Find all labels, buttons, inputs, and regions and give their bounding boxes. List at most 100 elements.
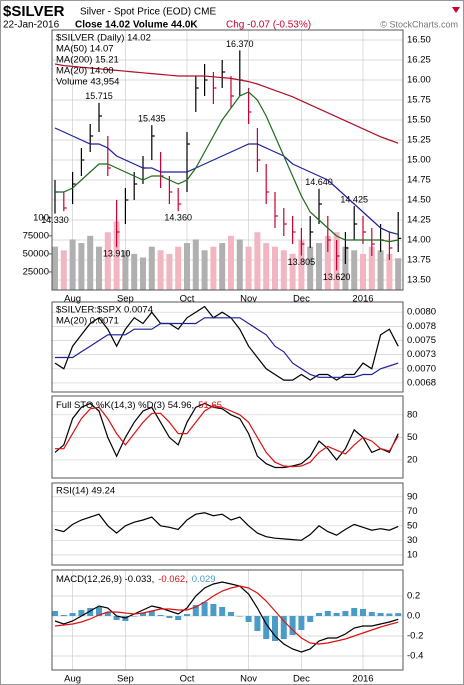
y-tick-label: 14.00 bbox=[407, 235, 431, 246]
bar bbox=[289, 253, 296, 290]
bar bbox=[113, 616, 120, 620]
legend-entry: MA(20) 0.0071 bbox=[56, 316, 119, 327]
low-label: 13.620 bbox=[323, 272, 351, 282]
panel-frame bbox=[51, 569, 404, 671]
bar bbox=[395, 613, 402, 616]
panel-frame bbox=[51, 395, 404, 479]
y-tick-label: 16.00 bbox=[407, 75, 431, 86]
y-tick-label: 14.50 bbox=[407, 195, 431, 206]
y-tick-label: 15.75 bbox=[407, 95, 431, 106]
bar bbox=[219, 607, 226, 616]
bar bbox=[324, 611, 331, 616]
change: Chg -0.07 (-0.53%) bbox=[226, 20, 311, 31]
legend-entry: 51.65 bbox=[198, 400, 222, 411]
bar bbox=[201, 250, 208, 290]
bar bbox=[245, 246, 252, 290]
line bbox=[55, 405, 399, 468]
bar bbox=[245, 616, 252, 622]
y-tick-label: 90 bbox=[407, 491, 418, 502]
x-tick-label: 2016 bbox=[352, 294, 373, 305]
y-tick-label: 0.0068 bbox=[407, 377, 436, 388]
bar bbox=[184, 243, 190, 290]
bar bbox=[96, 607, 102, 616]
bar bbox=[175, 616, 182, 620]
bar bbox=[140, 257, 146, 290]
legend-entry: MA(50) 14.07 bbox=[56, 44, 114, 55]
bar bbox=[228, 235, 234, 290]
x-tick-label: Sep bbox=[117, 294, 134, 305]
bar bbox=[333, 613, 340, 616]
legend-entry: $SILVER (Daily) 14.02 bbox=[56, 33, 151, 44]
x-tick-label: Aug bbox=[64, 294, 81, 305]
bar bbox=[69, 613, 76, 616]
legend-entry: $SILVER:$SPX 0.0074 bbox=[56, 305, 153, 316]
bar bbox=[131, 253, 138, 290]
high-label: 14.640 bbox=[305, 177, 333, 187]
chart-subtitle: Silver - Spot Price (EOD) CME bbox=[80, 7, 216, 18]
panel-frame bbox=[51, 29, 404, 291]
bar bbox=[360, 253, 366, 290]
bar bbox=[316, 243, 322, 290]
bar bbox=[395, 258, 402, 290]
low-label: 13.805 bbox=[288, 257, 316, 267]
legend-entry: MA(200) 15.21 bbox=[56, 55, 119, 66]
low-label: 14.330 bbox=[41, 215, 69, 225]
y-tick-label: -0.4 bbox=[407, 651, 423, 662]
y2-tick-label: 50000 bbox=[23, 248, 49, 259]
y-tick-label: 0.0075 bbox=[407, 335, 436, 346]
quote: Close 14.02 Volume 44.0K bbox=[75, 20, 198, 31]
bar bbox=[368, 246, 375, 290]
y-tick-label: 30 bbox=[407, 535, 418, 546]
bar bbox=[272, 616, 278, 641]
y-tick-label: 0.0 bbox=[407, 611, 420, 622]
y-tick-label: 10 bbox=[407, 549, 418, 560]
legend-entry: MACD(12,26,9) -0.033, bbox=[56, 574, 154, 585]
y-tick-label: 80 bbox=[407, 409, 418, 420]
y-tick-label: 14.75 bbox=[407, 175, 431, 186]
bar bbox=[307, 616, 314, 622]
bar bbox=[351, 608, 358, 616]
y-tick-label: 16.25 bbox=[407, 55, 431, 66]
x-tick-label: Dec bbox=[293, 294, 310, 305]
y-tick-label: 16.50 bbox=[407, 35, 431, 46]
legend-entry: RSI(14) 49.24 bbox=[56, 486, 115, 497]
y-tick-label: 0.0080 bbox=[407, 307, 436, 318]
bar bbox=[272, 246, 278, 290]
y2-tick-label: 75000 bbox=[23, 230, 49, 241]
y-tick-label: 15.25 bbox=[407, 135, 431, 146]
date: 22-Jan-2016 bbox=[3, 20, 60, 31]
high-label: 16.370 bbox=[226, 39, 254, 49]
bar bbox=[131, 616, 138, 617]
bar bbox=[104, 612, 111, 616]
bar bbox=[201, 602, 208, 616]
bar bbox=[307, 246, 314, 290]
bar bbox=[360, 609, 366, 616]
y-tick-label: 50 bbox=[407, 432, 418, 443]
x-tick-label: Sep bbox=[117, 674, 134, 685]
bar bbox=[316, 613, 322, 616]
bar bbox=[324, 235, 331, 290]
bar bbox=[342, 611, 349, 616]
bar bbox=[236, 239, 243, 290]
high-label: 15.435 bbox=[138, 114, 166, 124]
legend-entry: -0.062, bbox=[158, 574, 188, 585]
y-tick-label: 13.75 bbox=[407, 255, 431, 266]
high-label: 15.715 bbox=[85, 91, 113, 101]
bar bbox=[87, 235, 94, 290]
panel-frame bbox=[51, 301, 404, 393]
line bbox=[54, 512, 399, 541]
bar bbox=[254, 616, 261, 631]
bar bbox=[210, 246, 217, 290]
line bbox=[54, 127, 399, 235]
bar bbox=[122, 250, 129, 290]
legend: MACD(12,26,9) -0.033, -0.062, 0.029 bbox=[56, 574, 216, 585]
bar bbox=[113, 221, 120, 290]
line bbox=[55, 91, 399, 243]
bar bbox=[166, 616, 173, 618]
bar bbox=[96, 246, 102, 290]
bar bbox=[87, 608, 94, 616]
bar bbox=[280, 250, 287, 290]
legend-entry: Volume 43,954 bbox=[56, 77, 119, 88]
y-tick-label: 13.50 bbox=[407, 275, 431, 286]
line bbox=[54, 402, 399, 469]
